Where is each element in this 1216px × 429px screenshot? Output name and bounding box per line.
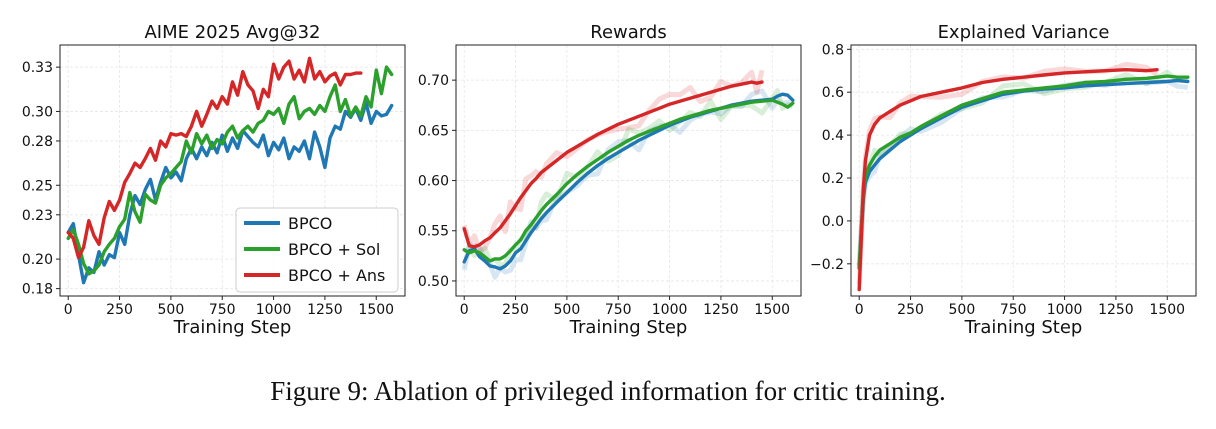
series-line-bpco-sol — [857, 74, 1190, 270]
chart-title: Rewards — [590, 22, 666, 43]
y-tick-label: 0.28 — [22, 134, 53, 150]
series-line-bpco-sol — [66, 65, 394, 276]
x-tick-label: 250 — [502, 302, 529, 318]
x-tick-label: 1250 — [703, 302, 739, 318]
plot-area — [66, 56, 394, 285]
x-tick-label: 500 — [158, 302, 185, 318]
legend-label: BPCO + Ans — [288, 266, 385, 285]
y-tick-label: −0.2 — [810, 257, 844, 273]
chart-panel-1: 0 250 500 750 1000 1250 1500 0.18 0.20 0.23 0.25 0.… — [22, 22, 406, 338]
x-tick-label: 1500 — [1149, 302, 1185, 318]
plot-area — [856, 61, 1190, 292]
y-tick-label: 0.50 — [418, 274, 449, 290]
y-tick-label: 0.60 — [418, 174, 449, 190]
x-tick-label: 1250 — [1098, 302, 1134, 318]
series-line-bpco-ans — [66, 56, 363, 260]
series-line-bpco-ans — [462, 80, 764, 249]
x-tick-label: 750 — [605, 302, 632, 318]
x-axis-label: Training Step — [173, 317, 292, 338]
x-axis-label: Training Step — [964, 317, 1083, 338]
series-line-bpco — [857, 78, 1190, 270]
axes-frame — [59, 44, 406, 297]
y-tick-label: 0.8 — [822, 42, 844, 58]
y-tick-label: 0.23 — [22, 208, 53, 224]
y-tick-label: 0.0 — [822, 214, 844, 230]
x-tick-label: 750 — [209, 302, 236, 318]
x-tick-label: 250 — [897, 302, 924, 318]
x-axis-label: Training Step — [569, 317, 688, 338]
legend-box — [235, 207, 399, 293]
y-tick-label: 0.30 — [22, 104, 53, 120]
figure-caption: Figure 9: Ablation of privileged informa… — [270, 376, 946, 406]
x-tick-label: 500 — [949, 302, 976, 318]
legend: BPCO BPCO + Sol BPCO + Ans — [235, 207, 399, 293]
x-tick-label: 0 — [855, 302, 864, 318]
x-tick-label: 0 — [460, 302, 469, 318]
chart-title: AIME 2025 Avg@32 — [144, 22, 320, 43]
x-tick-label: 1000 — [1047, 302, 1083, 318]
chart-panel-3: 0 250 500 750 1000 1250 1500 −0.2 0.0 0.2 0.4 0.6 0.… — [810, 22, 1197, 338]
series-raw-bpco-ans — [461, 69, 765, 254]
series-raw-bpco — [856, 76, 1189, 269]
axes-frame — [455, 44, 802, 297]
y-tick-label: 0.20 — [22, 252, 53, 268]
chart-title: Explained Variance — [938, 22, 1110, 43]
y-tick-label: 0.33 — [22, 60, 53, 76]
plot-area — [461, 69, 795, 280]
y-tick-label: 0.2 — [822, 171, 844, 187]
x-tick-label: 1500 — [358, 302, 394, 318]
y-tick-label: 0.65 — [418, 123, 449, 139]
y-tick-label: 0.4 — [822, 128, 844, 144]
x-tick-label: 1000 — [652, 302, 688, 318]
y-tick-label: 0.18 — [22, 282, 53, 298]
axes-frame — [850, 44, 1197, 297]
x-tick-label: 1000 — [256, 302, 292, 318]
x-tick-label: 0 — [64, 302, 73, 318]
x-tick-label: 1500 — [754, 302, 790, 318]
y-tick-label: 0.70 — [418, 73, 449, 89]
x-tick-label: 750 — [1000, 302, 1027, 318]
x-tick-label: 500 — [554, 302, 581, 318]
y-tick-label: 0.6 — [822, 85, 844, 101]
series-raw-bpco-sol — [462, 88, 794, 268]
legend-label: BPCO — [288, 214, 332, 233]
y-tick-label: 0.25 — [22, 178, 53, 194]
x-tick-label: 250 — [106, 302, 133, 318]
chart-panel-2: 0 250 500 750 1000 1250 1500 0.50 0.55 0.60 0.65 0.… — [418, 22, 802, 338]
y-tick-label: 0.55 — [418, 224, 449, 240]
figure-svg: 0 250 500 750 1000 1250 15000.180.200.230.250.… — [22, 22, 1197, 338]
series-line-bpco-sol — [462, 98, 795, 263]
series-line-bpco — [66, 100, 394, 285]
x-tick-label: 1250 — [307, 302, 343, 318]
series-line-bpco-ans — [857, 68, 1159, 292]
legend-label: BPCO + Sol — [288, 240, 380, 259]
